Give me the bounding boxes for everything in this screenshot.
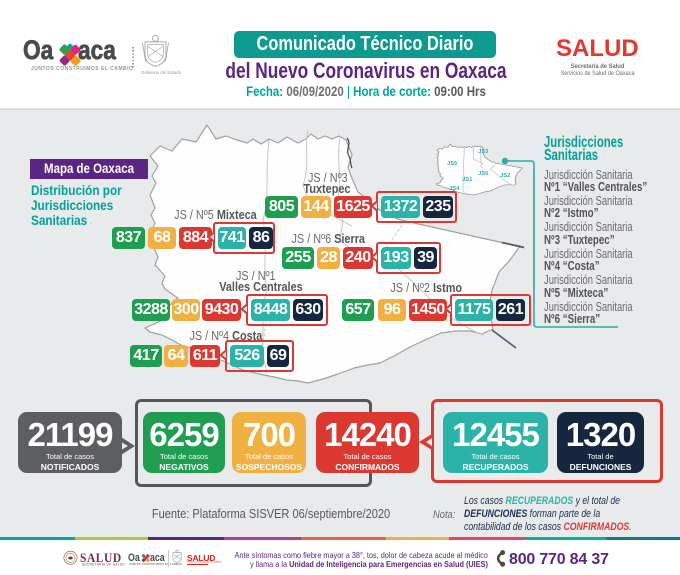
svg-text:JS6: JS6 xyxy=(478,171,489,177)
svg-text:JS1: JS1 xyxy=(462,177,473,183)
svg-text:JS2: JS2 xyxy=(500,173,510,179)
svg-text:JS5: JS5 xyxy=(447,161,458,167)
svg-text:JS4: JS4 xyxy=(449,186,460,192)
svg-text:JS3: JS3 xyxy=(478,149,489,155)
